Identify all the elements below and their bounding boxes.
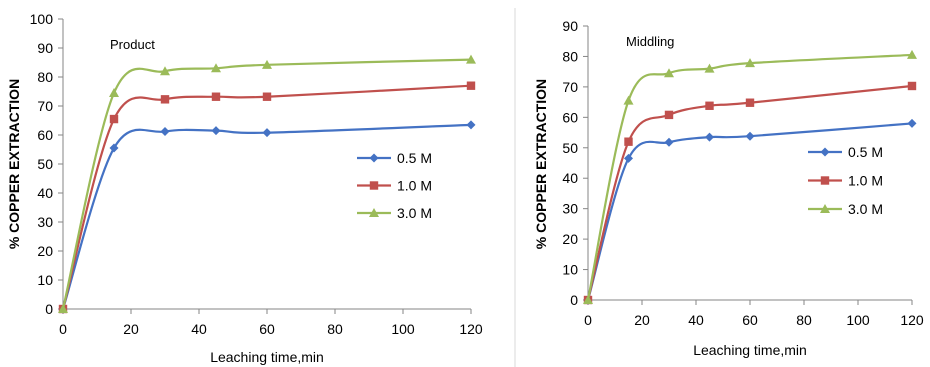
- x-axis-title: Leaching time,min: [693, 342, 807, 358]
- y-tick-label: 0: [45, 301, 53, 317]
- data-point: [583, 295, 593, 304]
- chart-annotation: Product: [110, 37, 155, 52]
- data-point: [211, 92, 221, 101]
- x-tick-label: 80: [327, 321, 343, 337]
- y-tick-label: 50: [562, 140, 578, 156]
- x-tick-label: 0: [584, 312, 592, 328]
- legend-marker: [369, 181, 379, 190]
- data-point: [262, 92, 272, 101]
- data-point: [907, 49, 917, 59]
- y-tick-label: 90: [37, 40, 53, 56]
- data-point: [624, 137, 633, 146]
- legend-label: 1.0 M: [397, 178, 432, 194]
- data-point: [262, 59, 272, 69]
- data-point: [211, 126, 221, 136]
- x-tick-label: 40: [688, 312, 704, 328]
- data-point: [705, 101, 714, 110]
- y-tick-label: 80: [37, 69, 53, 85]
- y-tick-label: 100: [30, 11, 54, 27]
- y-tick-label: 60: [562, 109, 578, 125]
- data-point: [109, 87, 119, 97]
- series-line-1: [61, 84, 472, 310]
- legend-marker: [369, 153, 379, 163]
- data-point: [58, 304, 68, 313]
- data-point: [664, 68, 674, 78]
- data-point: [664, 110, 674, 120]
- x-tick-label: 120: [459, 321, 483, 337]
- data-point: [907, 81, 917, 91]
- legend-marker: [820, 176, 830, 185]
- data-point: [705, 132, 714, 142]
- data-point: [160, 127, 170, 137]
- y-tick-label: 90: [562, 18, 578, 34]
- series-line-0: [586, 122, 913, 301]
- series-line-1: [586, 84, 913, 301]
- y-tick-label: 0: [570, 292, 578, 308]
- data-point: [745, 98, 755, 107]
- data-point: [262, 128, 272, 138]
- legend-label: 0.5 M: [397, 150, 432, 166]
- y-tick-label: 40: [37, 185, 53, 201]
- data-point: [623, 95, 634, 105]
- data-point: [466, 81, 476, 90]
- chart-middling: 0 10 20 30 40 50 60 70 80 90 0 20 40 60 80 100 120 Leachi…: [533, 18, 924, 358]
- y-tick-label: 40: [562, 170, 578, 186]
- y-tick-label: 70: [562, 79, 578, 95]
- legend-label: 3.0 M: [848, 201, 883, 217]
- x-tick-label: 20: [634, 312, 650, 328]
- data-point: [109, 114, 119, 124]
- legend-label: 1.0 M: [848, 173, 883, 189]
- data-point: [211, 63, 221, 73]
- y-tick-label: 10: [562, 262, 578, 278]
- y-tick-label: 50: [37, 156, 53, 172]
- data-point: [745, 58, 755, 68]
- y-tick-label: 20: [37, 243, 53, 259]
- x-axis-title: Leaching time,min: [210, 349, 324, 365]
- chart-annotation: Middling: [626, 34, 674, 49]
- legend-label: 0.5 M: [848, 144, 883, 160]
- data-point: [624, 153, 633, 163]
- legend-marker: [820, 204, 830, 213]
- x-tick-label: 100: [391, 321, 415, 337]
- data-point: [664, 137, 674, 147]
- y-tick-label: 80: [562, 48, 578, 64]
- series-line-2: [586, 53, 913, 301]
- data-point: [160, 95, 170, 104]
- data-point: [907, 118, 917, 128]
- series-line-0: [61, 123, 472, 310]
- y-tick-label: 30: [562, 201, 578, 217]
- x-tick-label: 40: [191, 321, 207, 337]
- data-point: [704, 63, 715, 73]
- y-tick-label: 20: [562, 231, 578, 247]
- legend-label: 3.0 M: [397, 205, 432, 221]
- series-line-2: [61, 58, 472, 310]
- x-tick-label: 60: [259, 321, 275, 337]
- data-point: [160, 66, 170, 76]
- legend-marker: [369, 208, 379, 217]
- data-point: [466, 120, 476, 130]
- y-tick-label: 30: [37, 214, 53, 230]
- y-tick-label: 70: [37, 98, 53, 114]
- data-point: [109, 143, 119, 153]
- y-tick-label: 10: [37, 272, 53, 288]
- x-tick-label: 0: [59, 321, 67, 337]
- y-axis-title: % COPPER EXTRACTION: [6, 79, 22, 249]
- data-point: [745, 131, 755, 141]
- y-tick-label: 60: [37, 127, 53, 143]
- legend-marker: [820, 147, 830, 157]
- x-tick-label: 20: [123, 321, 139, 337]
- chart-product: 0 10 20 30 40 50 60 70 80 90 100 0 20 40 60 80 100 120 Lea…: [6, 11, 483, 365]
- y-axis-title: % COPPER EXTRACTION: [533, 79, 549, 249]
- x-tick-label: 100: [846, 312, 870, 328]
- x-tick-label: 60: [742, 312, 758, 328]
- data-point: [466, 54, 476, 64]
- x-tick-label: 80: [796, 312, 812, 328]
- x-tick-label: 120: [900, 312, 924, 328]
